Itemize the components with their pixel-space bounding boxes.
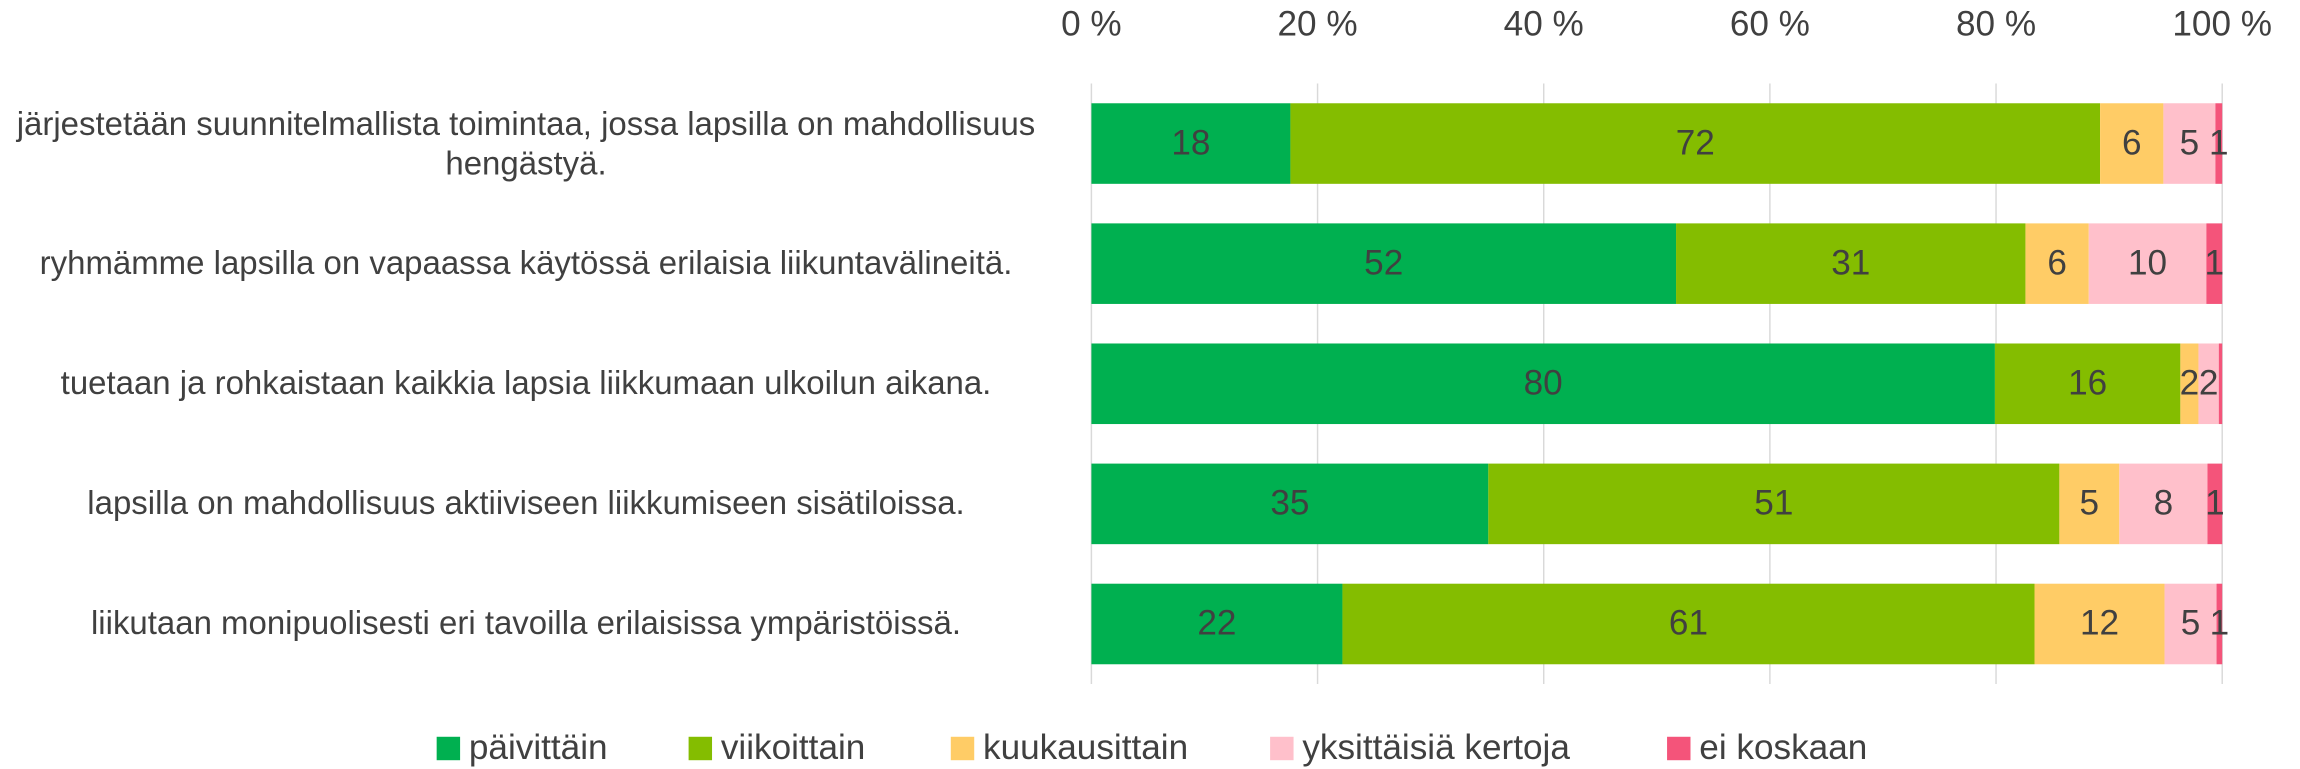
legend-swatch	[1270, 736, 1294, 761]
data-label: 1	[2205, 484, 2225, 523]
bar-segment	[1488, 463, 2060, 545]
bar-segment	[2218, 343, 2223, 425]
data-label: 31	[1831, 243, 1870, 282]
data-label: 10	[2128, 243, 2167, 282]
category-label-box: ryhmämme lapsilla on vapaassa käytössä e…	[39, 245, 1013, 282]
data-label: 22	[1197, 604, 1236, 643]
category-label-box: liikutaan monipuolisesti eri tavoilla er…	[90, 605, 962, 642]
data-label: 18	[1171, 123, 1210, 162]
data-label: 5	[2181, 604, 2201, 643]
legend-swatch	[688, 736, 713, 761]
category-label-box: tuetaan ja rohkaistaan kaikkia lapsia li…	[60, 365, 992, 402]
bar-segment	[1091, 103, 1291, 184]
bar-segment	[1091, 583, 1343, 665]
bar-segment	[2088, 223, 2207, 304]
y-tick-label: järjestetään suunnitelmallista toimintaa…	[16, 104, 1036, 182]
data-label: 80	[1524, 364, 1563, 403]
bar-segment	[1091, 463, 1489, 545]
bar-segment	[1994, 343, 2181, 425]
data-label: 6	[2047, 243, 2067, 282]
data-label: 51	[1754, 484, 1793, 523]
data-label: 5	[2080, 484, 2100, 523]
data-label: 8	[2154, 484, 2174, 523]
bar-segment	[2034, 583, 2165, 665]
x-tick-label: 20 %	[1278, 5, 1358, 44]
bar-segment	[2163, 103, 2216, 184]
bar-segment	[2207, 463, 2223, 545]
legend-label: kuukausittain	[983, 728, 1188, 767]
data-label: 1	[2209, 123, 2229, 162]
legend-label: päivittäin	[469, 728, 608, 767]
data-label: 72	[1676, 123, 1715, 162]
legend-label: yksittäisiä kertoja	[1302, 728, 1570, 767]
bar-segment	[1091, 223, 1677, 304]
x-tick-label: 100 %	[2172, 5, 2272, 44]
bar-segment	[2198, 343, 2219, 425]
bar-segment	[1091, 343, 1995, 425]
bar-segment	[1290, 103, 2101, 184]
legend-label: viikoittain	[721, 728, 866, 767]
legend-swatch	[950, 736, 975, 761]
data-label: 16	[2068, 364, 2107, 403]
data-label: 6	[2122, 123, 2142, 162]
bar-segment	[2119, 463, 2208, 545]
data-label: 52	[1364, 243, 1403, 282]
bar-segment	[2059, 463, 2120, 545]
x-tick-label: 80 %	[1956, 5, 2036, 44]
y-tick-label: tuetaan ja rohkaistaan kaikkia lapsia li…	[60, 365, 992, 402]
data-label: 2	[2180, 364, 2200, 403]
bar-segment	[2215, 103, 2223, 184]
bar-segment	[2025, 223, 2089, 304]
data-label: 61	[1669, 604, 1708, 643]
y-tick-label: ryhmämme lapsilla on vapaassa käytössä e…	[39, 245, 1013, 282]
x-tick-label: 60 %	[1730, 5, 1810, 44]
bar-segment	[1342, 583, 2035, 665]
bar-segment	[2216, 583, 2223, 665]
bar-segment	[2180, 343, 2199, 425]
bar-segment	[1676, 223, 2026, 304]
data-label: 2	[2199, 364, 2219, 403]
y-tick-label: liikutaan monipuolisesti eri tavoilla er…	[90, 605, 962, 642]
data-label: 5	[2180, 123, 2200, 162]
x-tick-label: 0 %	[1061, 5, 1122, 44]
y-tick-label: lapsilla on mahdollisuus aktiiviseen lii…	[87, 485, 965, 522]
category-label-box: järjestetään suunnitelmallista toimintaa…	[16, 104, 1036, 182]
legend-swatch	[436, 736, 461, 761]
x-tick-label: 40 %	[1504, 5, 1584, 44]
bar-segment	[2206, 223, 2223, 304]
legend-label: ei koskaan	[1699, 728, 1867, 767]
legend-swatch	[1667, 736, 1691, 761]
data-label: 1	[2205, 243, 2225, 282]
bar-segment	[2164, 583, 2217, 665]
category-label-box: lapsilla on mahdollisuus aktiiviseen lii…	[87, 485, 965, 522]
bar-segment	[2100, 103, 2164, 184]
data-label: 1	[2210, 604, 2230, 643]
data-label: 12	[2080, 604, 2119, 643]
data-label: 35	[1270, 484, 1309, 523]
